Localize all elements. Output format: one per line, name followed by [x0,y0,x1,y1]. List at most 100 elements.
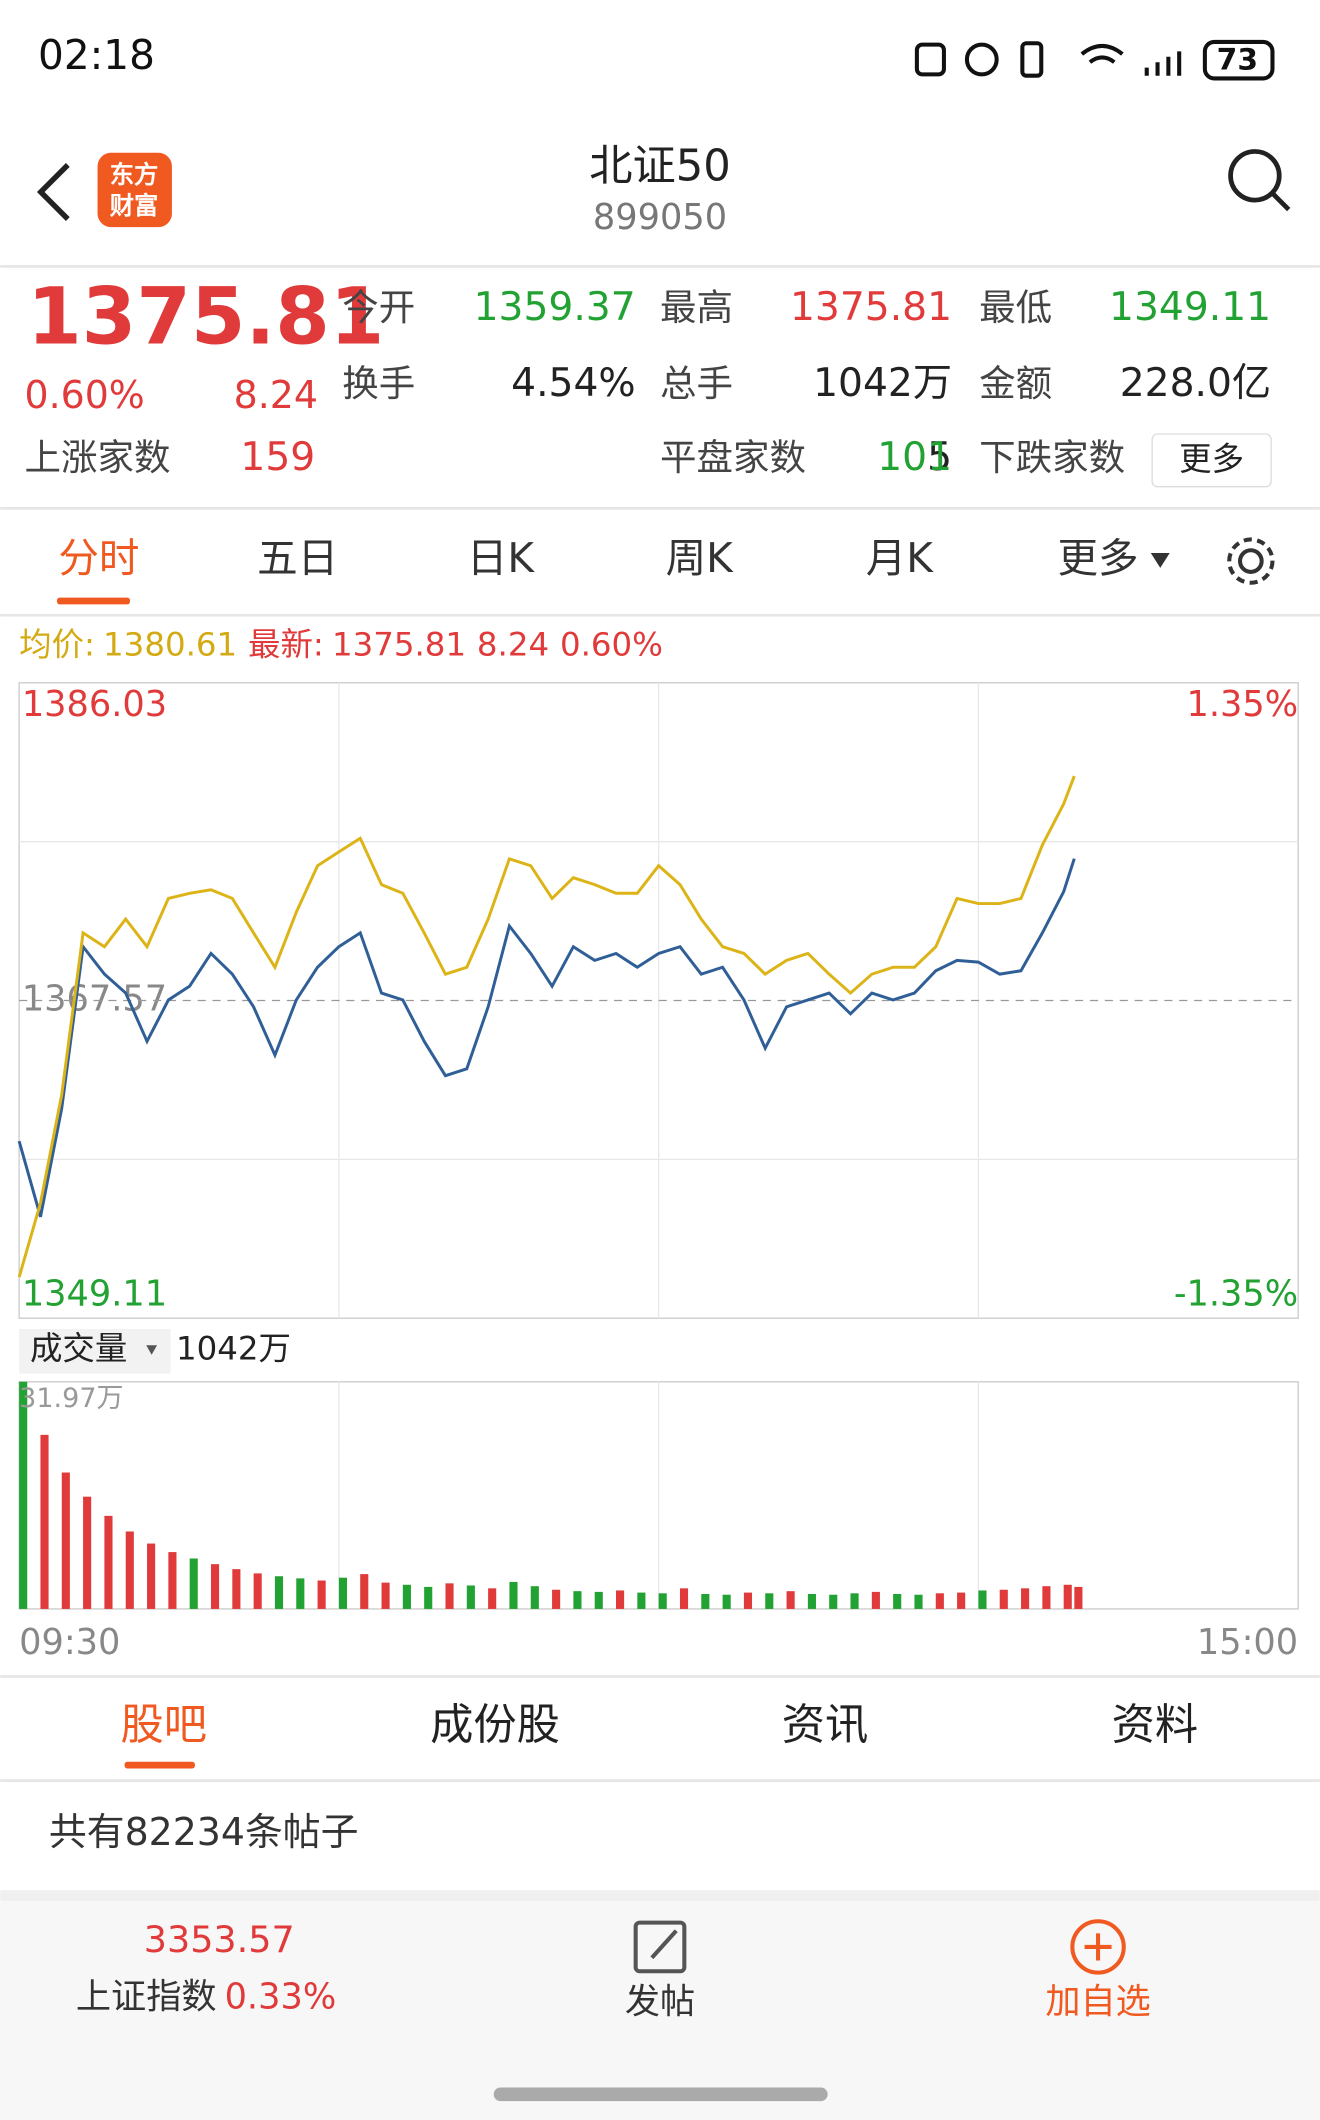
volume-bar [722,1594,731,1609]
period-tab[interactable]: 更多 [1058,534,1139,582]
volume-bar [786,1591,795,1609]
logo-text: 财富 [110,191,159,220]
field-value: 1359.37 [474,285,636,330]
quote-fields: 今开 1359.37 最高 1375.81 最低 1349.11 换手 4.54% 总手 1042… [25,285,1272,480]
content-tabs: 股吧 成份股 资讯 资料 [121,1700,1199,1750]
volume-bar [914,1594,923,1609]
volume-bar [893,1594,902,1609]
volume-bar [147,1543,156,1609]
field-label: 平盘家数 [660,436,806,479]
post-icon[interactable] [633,1920,687,1974]
field-label: 换手 [342,362,415,405]
volume-bar [189,1558,198,1609]
more-button-label[interactable]: 更多 [1179,440,1244,478]
volume-bar [999,1589,1008,1609]
volume-bar [1063,1584,1072,1609]
field-label: 最低 [979,286,1052,329]
post-count: 共有82234条帖子 [49,1810,359,1854]
post-button[interactable]: 发帖 [625,1982,695,2023]
volume-bar [338,1577,348,1609]
avg-value: 1380.61 [103,625,237,663]
page-title: 北证50 [589,142,731,192]
y-tick-label: 31.97万 [19,1383,123,1414]
period-tab[interactable]: 月K [866,534,935,582]
volume-bar [679,1588,689,1609]
tab-indicator [124,1761,195,1769]
volume-bar [125,1531,134,1609]
period-tab[interactable]: 分时 [58,534,139,582]
field-value: 5 [927,435,952,480]
indicator-name[interactable]: 成交量 [30,1330,127,1368]
volume-bar [104,1515,113,1609]
latest-label: 最新: [248,625,324,663]
volume-bar [871,1591,880,1609]
content-tab[interactable]: 资料 [1112,1700,1199,1750]
volume-bar [935,1593,944,1609]
volume-bar [957,1592,966,1609]
volume-bar [552,1589,561,1609]
dropdown-arrow [146,1345,158,1355]
field-value: 228.0亿 [1120,361,1271,406]
tab-indicator [56,597,131,605]
volume-bar [381,1582,390,1609]
price-line [17,775,1076,1278]
field-label: 总手 [660,362,733,405]
volume-bar [253,1573,262,1609]
volume-bar [488,1588,497,1609]
volume-bar [1074,1586,1083,1609]
volume-bar [19,1381,28,1609]
more-button[interactable] [1151,433,1272,488]
volume-bar [637,1592,646,1609]
volume-bar [232,1569,241,1609]
index-value[interactable]: 3353.57 [144,1918,295,1961]
status-icons [914,39,1275,81]
period-tabs: 分时 五日 日K 周K 月K 更多 [58,534,1170,582]
field-value: 159 [240,435,315,480]
content-tab[interactable]: 成份股 [430,1700,560,1750]
volume-bar [616,1590,625,1609]
watch-button[interactable]: 加自选 [1045,1982,1150,2023]
volume-bar [296,1578,305,1609]
period-tab[interactable]: 日K [467,534,536,582]
x-tick-label: 15:00 [1197,1622,1298,1663]
index-line[interactable]: 上证指数 0.33% [76,1976,336,2017]
volume-bar [466,1585,475,1609]
search-button[interactable] [1228,149,1291,212]
content-tab[interactable]: 股吧 [121,1700,208,1750]
back-button[interactable] [36,163,70,221]
app-logo [97,152,172,228]
latest-change: 8.24 [477,625,549,663]
volume-bar [829,1594,838,1609]
volume-bar [509,1581,518,1609]
y-tick-label: 1349.11 [22,1273,167,1314]
content-tab[interactable]: 资讯 [782,1700,869,1750]
status-time: 02:18 [38,31,155,79]
field-label: 上涨家数 [25,436,171,479]
settings-button[interactable] [1227,537,1275,585]
y-tick-label: 1367.57 [22,979,167,1020]
period-tab[interactable]: 周K [666,534,735,582]
home-indicator [493,2087,828,2102]
index-pct[interactable]: 0.33% [225,1976,337,2017]
field-value: 1349.11 [1109,285,1271,330]
field-value: 101 [877,435,952,480]
x-tick-label: 09:30 [19,1622,120,1663]
volume-bar [274,1576,284,1609]
volume-bar [1021,1588,1030,1609]
volume-bar [765,1593,774,1609]
volume-bar [530,1586,539,1609]
volume-bar [594,1591,603,1609]
field-label: 今开 [342,286,415,329]
volume-bar [317,1580,326,1609]
volume-bar [360,1574,369,1609]
volume-bar [445,1583,454,1609]
field-value: 1042万 [813,361,952,406]
watch-icon[interactable] [1070,1919,1126,1975]
volume-bar [743,1592,753,1609]
logo-text: 东方 [110,160,159,189]
index-name[interactable]: 上证指数 [76,1976,217,2017]
volume-bar [573,1591,582,1609]
latest-pct: 0.60% [560,625,663,663]
period-tab[interactable]: 五日 [257,534,338,582]
indicator-selector[interactable] [19,1329,171,1374]
